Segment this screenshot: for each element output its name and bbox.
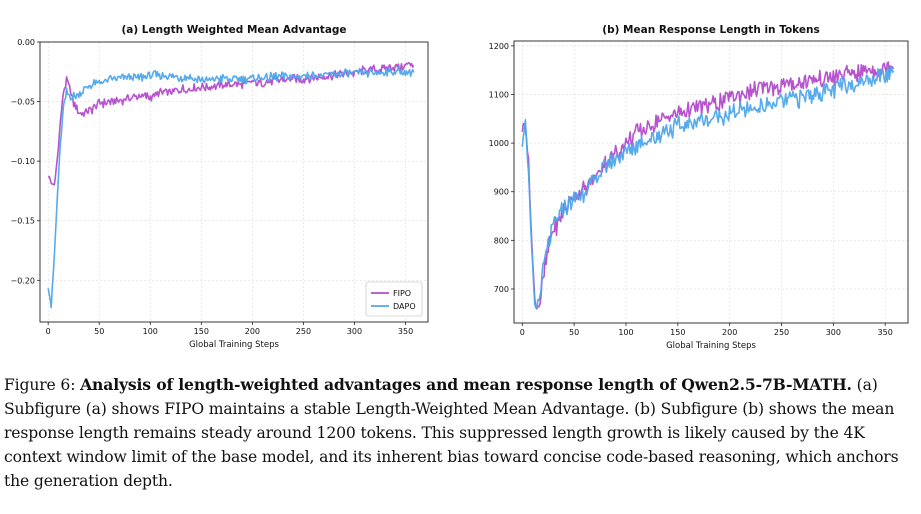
series-line-dapo	[521, 65, 895, 310]
y-tick-label: 900	[494, 188, 509, 197]
figure-caption: Figure 6: Analysis of length-weighted ad…	[4, 373, 916, 493]
x-tick-label: 350	[878, 328, 893, 337]
series-line-dapo	[47, 66, 415, 309]
caption-label: Figure 6:	[4, 376, 76, 394]
x-tick-label: 250	[296, 327, 311, 336]
x-tick-label: 50	[94, 327, 104, 336]
legend-label-dapo: DAPO	[393, 302, 416, 311]
caption-bold-text: Analysis of length-weighted advantages a…	[80, 375, 852, 394]
x-tick-label: 50	[569, 328, 579, 337]
x-axis-label: Global Training Steps	[666, 341, 756, 351]
x-tick-label: 300	[347, 327, 362, 336]
x-axis-label: Global Training Steps	[189, 340, 279, 350]
x-tick-label: 250	[774, 328, 789, 337]
x-tick-label: 100	[143, 327, 158, 336]
x-tick-label: 300	[826, 328, 841, 337]
legend: FIPO DAPO	[365, 281, 423, 317]
chart-title: (b) Mean Response Length in Tokens	[602, 24, 819, 36]
y-tick-label: 1100	[489, 90, 509, 99]
y-tick-label: −0.15	[10, 217, 35, 226]
y-tick-label: −0.10	[10, 157, 35, 166]
figure-charts: (a) Length Weighted Mean Advantage 0 50 100…	[10, 24, 909, 351]
chart-panel-b: (b) Mean Response Length in Tokens 0 50 100…	[489, 24, 909, 351]
chart-title: (a) Length Weighted Mean Advantage	[121, 24, 346, 36]
plot-frame	[39, 41, 429, 323]
caption-body: (a) Subfigure (a) shows FIPO maintains a…	[4, 376, 899, 490]
y-tick-label: 1200	[489, 42, 509, 51]
gridlines	[514, 41, 908, 323]
chart-panel-a: (a) Length Weighted Mean Advantage 0 50 100…	[10, 24, 429, 350]
y-tick-label: 1000	[489, 139, 509, 148]
x-tick-label: 0	[46, 327, 51, 336]
x-tick-label: 150	[194, 327, 209, 336]
plot-frame	[513, 40, 909, 324]
series-line-fipo	[521, 61, 895, 310]
x-tick-label: 100	[618, 328, 633, 337]
y-tick-label: 0.00	[17, 38, 35, 47]
legend-label-fipo: FIPO	[393, 289, 411, 298]
y-tick-label: −0.05	[10, 98, 35, 107]
y-tick-label: −0.20	[10, 276, 35, 285]
x-tick-label: 200	[245, 327, 260, 336]
x-tick-label: 150	[670, 328, 685, 337]
y-tick-label: 700	[494, 285, 509, 294]
x-tick-label: 350	[398, 327, 413, 336]
x-tick-label: 0	[520, 328, 525, 337]
x-tick-label: 200	[722, 328, 737, 337]
y-tick-label: 800	[494, 236, 509, 245]
legend-box	[365, 281, 423, 317]
